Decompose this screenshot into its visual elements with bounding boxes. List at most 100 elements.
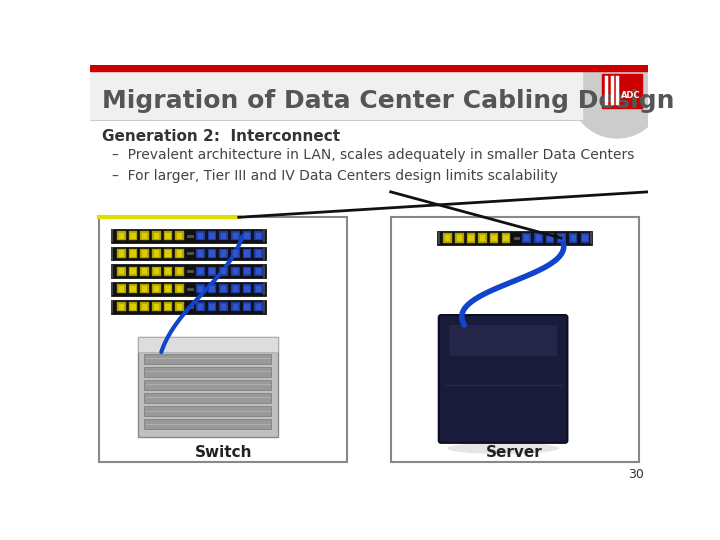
Bar bbox=[175, 249, 184, 258]
Bar bbox=[117, 267, 126, 276]
Bar bbox=[210, 303, 215, 309]
Bar bbox=[254, 302, 263, 311]
Bar bbox=[221, 286, 226, 292]
Bar bbox=[244, 251, 250, 256]
Bar bbox=[220, 249, 228, 258]
Bar bbox=[198, 303, 203, 309]
Bar bbox=[231, 302, 240, 311]
Ellipse shape bbox=[447, 442, 559, 454]
Text: Migration of Data Center Cabling Design: Migration of Data Center Cabling Design bbox=[102, 89, 674, 113]
Bar bbox=[254, 231, 263, 240]
Bar bbox=[177, 286, 182, 292]
Bar bbox=[536, 235, 541, 241]
Bar bbox=[391, 217, 639, 462]
Bar bbox=[254, 267, 263, 276]
Bar bbox=[231, 284, 240, 294]
Bar bbox=[254, 284, 263, 294]
Text: Generation 2:  Interconnect: Generation 2: Interconnect bbox=[102, 129, 340, 144]
Bar bbox=[177, 251, 182, 256]
Bar bbox=[208, 231, 216, 240]
Bar bbox=[129, 302, 138, 311]
Bar bbox=[244, 233, 250, 239]
Bar bbox=[208, 267, 216, 276]
Bar bbox=[220, 302, 228, 311]
Bar bbox=[153, 303, 159, 309]
Bar bbox=[546, 233, 554, 242]
Bar bbox=[142, 303, 148, 309]
Bar bbox=[129, 284, 138, 294]
Bar bbox=[177, 303, 182, 309]
Bar bbox=[220, 267, 228, 276]
Bar bbox=[152, 231, 161, 240]
Bar bbox=[210, 251, 215, 256]
Bar bbox=[196, 267, 204, 276]
Bar bbox=[196, 284, 204, 294]
Bar bbox=[444, 233, 452, 242]
Bar bbox=[163, 302, 172, 311]
Bar bbox=[256, 303, 261, 309]
Bar bbox=[196, 231, 204, 240]
Bar bbox=[177, 268, 182, 274]
Bar bbox=[153, 251, 159, 256]
Bar bbox=[165, 233, 171, 239]
Bar bbox=[130, 286, 136, 292]
Bar bbox=[243, 249, 251, 258]
Bar bbox=[502, 233, 510, 242]
Bar bbox=[144, 393, 271, 403]
Bar bbox=[142, 233, 148, 239]
Bar bbox=[243, 267, 251, 276]
Bar bbox=[152, 249, 161, 258]
Bar bbox=[569, 233, 577, 242]
Bar bbox=[570, 235, 576, 241]
Bar bbox=[196, 302, 204, 311]
Bar bbox=[557, 233, 566, 242]
Bar bbox=[233, 233, 238, 239]
Bar bbox=[163, 231, 172, 240]
Bar bbox=[208, 249, 216, 258]
Circle shape bbox=[570, 45, 664, 138]
Bar bbox=[467, 233, 475, 242]
Bar bbox=[165, 268, 171, 274]
Bar bbox=[449, 325, 557, 356]
Bar bbox=[144, 419, 271, 429]
Bar bbox=[140, 267, 149, 276]
Text: Server: Server bbox=[486, 446, 543, 461]
Bar bbox=[140, 302, 149, 311]
Text: 30: 30 bbox=[629, 468, 644, 481]
Bar bbox=[243, 284, 251, 294]
Bar bbox=[221, 268, 226, 274]
Bar bbox=[119, 268, 124, 274]
Bar bbox=[244, 286, 250, 292]
Bar bbox=[130, 233, 136, 239]
Bar bbox=[233, 286, 238, 292]
Bar bbox=[175, 302, 184, 311]
Bar bbox=[153, 268, 159, 274]
Bar bbox=[129, 231, 138, 240]
Bar bbox=[144, 354, 271, 363]
Bar bbox=[138, 336, 277, 437]
Bar bbox=[111, 264, 266, 278]
Bar bbox=[175, 231, 184, 240]
Bar bbox=[208, 284, 216, 294]
Bar bbox=[437, 231, 593, 245]
Bar bbox=[90, 71, 648, 119]
Bar bbox=[455, 233, 464, 242]
Bar bbox=[130, 303, 136, 309]
Bar bbox=[231, 231, 240, 240]
Bar bbox=[175, 284, 184, 294]
Bar bbox=[256, 268, 261, 274]
Bar bbox=[90, 65, 582, 119]
Bar bbox=[601, 74, 642, 108]
Bar bbox=[119, 251, 124, 256]
Bar bbox=[492, 235, 497, 241]
Bar bbox=[90, 65, 648, 71]
Bar bbox=[163, 267, 172, 276]
Bar bbox=[163, 249, 172, 258]
Bar bbox=[256, 286, 261, 292]
Bar bbox=[221, 233, 226, 239]
Bar bbox=[196, 249, 204, 258]
Bar bbox=[559, 235, 564, 241]
Bar bbox=[456, 235, 462, 241]
Bar bbox=[244, 268, 250, 274]
Text: ADC: ADC bbox=[621, 91, 641, 100]
